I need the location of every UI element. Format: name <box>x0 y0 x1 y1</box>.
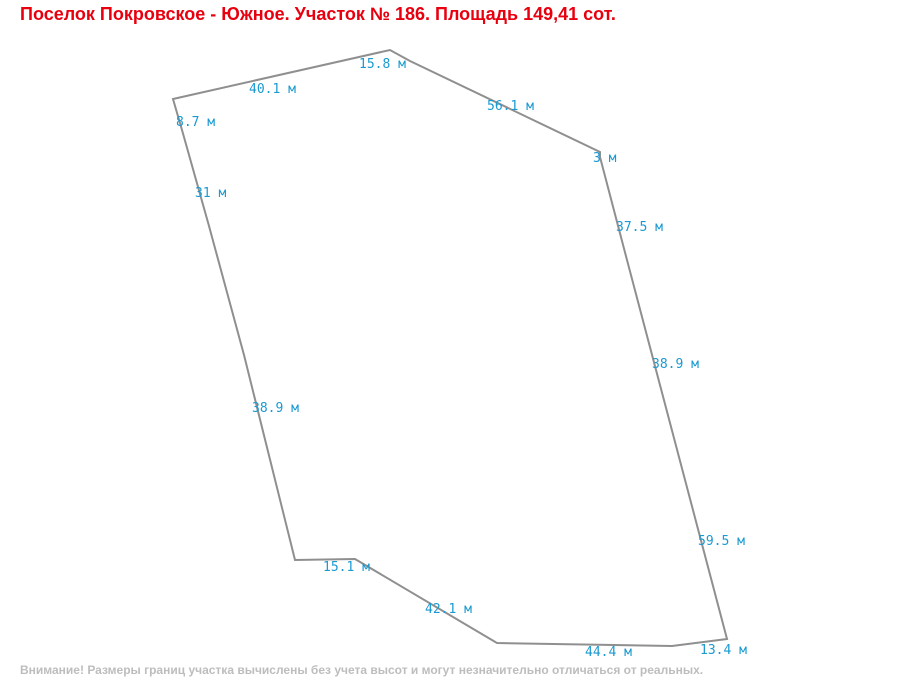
segment-label: 3 м <box>593 151 617 166</box>
segment-label: 56.1 м <box>487 99 534 114</box>
plot-boundary <box>171 48 729 648</box>
segment-label: 42.1 м <box>425 602 472 617</box>
segment-label: 13.4 м <box>700 643 747 658</box>
segment-label: 31 м <box>195 186 226 201</box>
segment-label: 59.5 м <box>698 534 745 549</box>
segment-label: 38.9 м <box>652 357 699 372</box>
segment-label: 15.1 м <box>323 560 370 575</box>
segment-label: 40.1 м <box>249 82 296 97</box>
segment-label: 37.5 м <box>616 220 663 235</box>
segment-label: 15.8 м <box>359 57 406 72</box>
page-title: Поселок Покровское - Южное. Участок № 18… <box>20 4 616 24</box>
disclaimer-note: Внимание! Размеры границ участка вычисле… <box>20 663 704 677</box>
segment-label: 44.4 м <box>585 645 632 660</box>
segment-label: 38.9 м <box>252 401 299 416</box>
segment-label: 8.7 м <box>176 115 215 130</box>
segment-labels: 40.1 м 15.8 м 56.1 м 3 м 37.5 м 38.9 м 5… <box>176 57 747 660</box>
